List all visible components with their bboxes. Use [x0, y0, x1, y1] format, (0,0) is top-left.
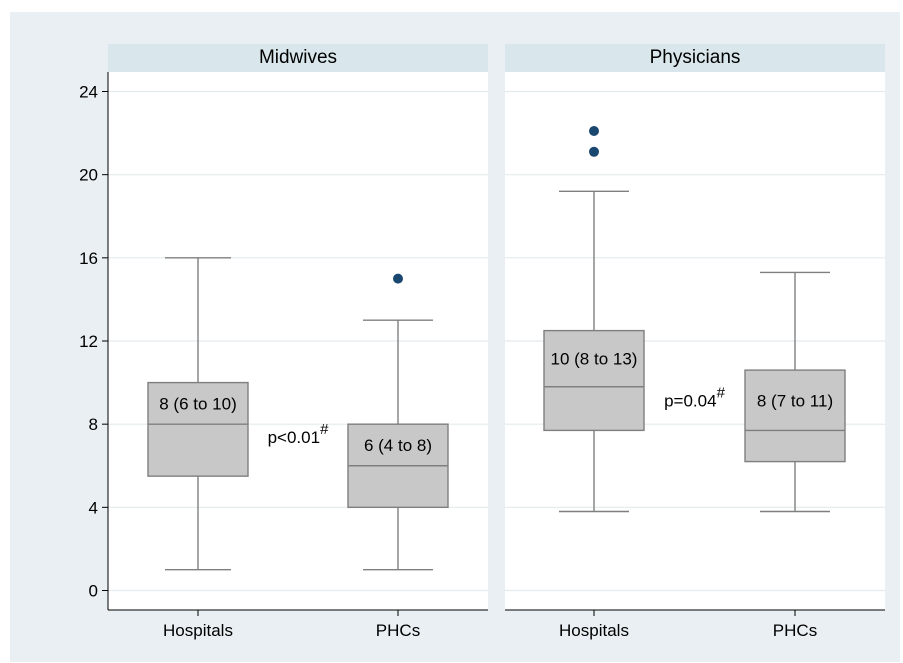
box-hospitals: 10 (8 to 13) Hospitals [543, 126, 645, 640]
outlier-point [589, 126, 599, 137]
panel-strip [108, 44, 488, 72]
x-tick-label: PHCs [773, 621, 817, 640]
y-tick-label: 0 [89, 582, 98, 601]
outlier-point [393, 273, 403, 284]
p-value-label: p=0.04# [664, 385, 725, 411]
box-value-label: 8 (7 to 11) [757, 391, 833, 410]
panel-strip [505, 44, 885, 72]
box-value-label: 8 (6 to 10) [159, 394, 237, 413]
outlier-point [589, 146, 599, 157]
panel-physicians: Physicians 10 (8 to 13) Hospitals 8 (7 to 1… [505, 44, 885, 640]
iqr-box [147, 381, 249, 477]
y-tick-label: 4 [89, 498, 98, 517]
y-tick-label: 16 [79, 249, 98, 268]
box-value-label: 10 (8 to 13) [551, 350, 638, 369]
iqr-box [543, 329, 645, 432]
x-tick-label: PHCs [376, 621, 420, 640]
panel-midwives: Midwives 0 4 8 12 16 20 24 8 (6 to 10) Hospitals 6… [79, 44, 488, 640]
box-phcs: 8 (7 to 11) PHCs [744, 271, 846, 640]
y-tick-label: 24 [79, 83, 98, 102]
y-tick-label: 20 [79, 166, 98, 185]
box-value-label: 6 (4 to 8) [364, 436, 432, 455]
panel-title: Physicians [650, 47, 741, 68]
x-tick-label: Hospitals [163, 621, 233, 640]
y-tick-label: 8 [89, 415, 98, 434]
panel-title: Midwives [259, 47, 337, 68]
box-hospitals: 8 (6 to 10) Hospitals [147, 257, 249, 640]
p-value-label: p<0.01# [268, 421, 329, 447]
box-phcs: 6 (4 to 8) PHCs [347, 273, 449, 640]
y-tick-label: 12 [79, 332, 98, 351]
x-tick-label: Hospitals [559, 621, 629, 640]
iqr-box [744, 369, 846, 463]
